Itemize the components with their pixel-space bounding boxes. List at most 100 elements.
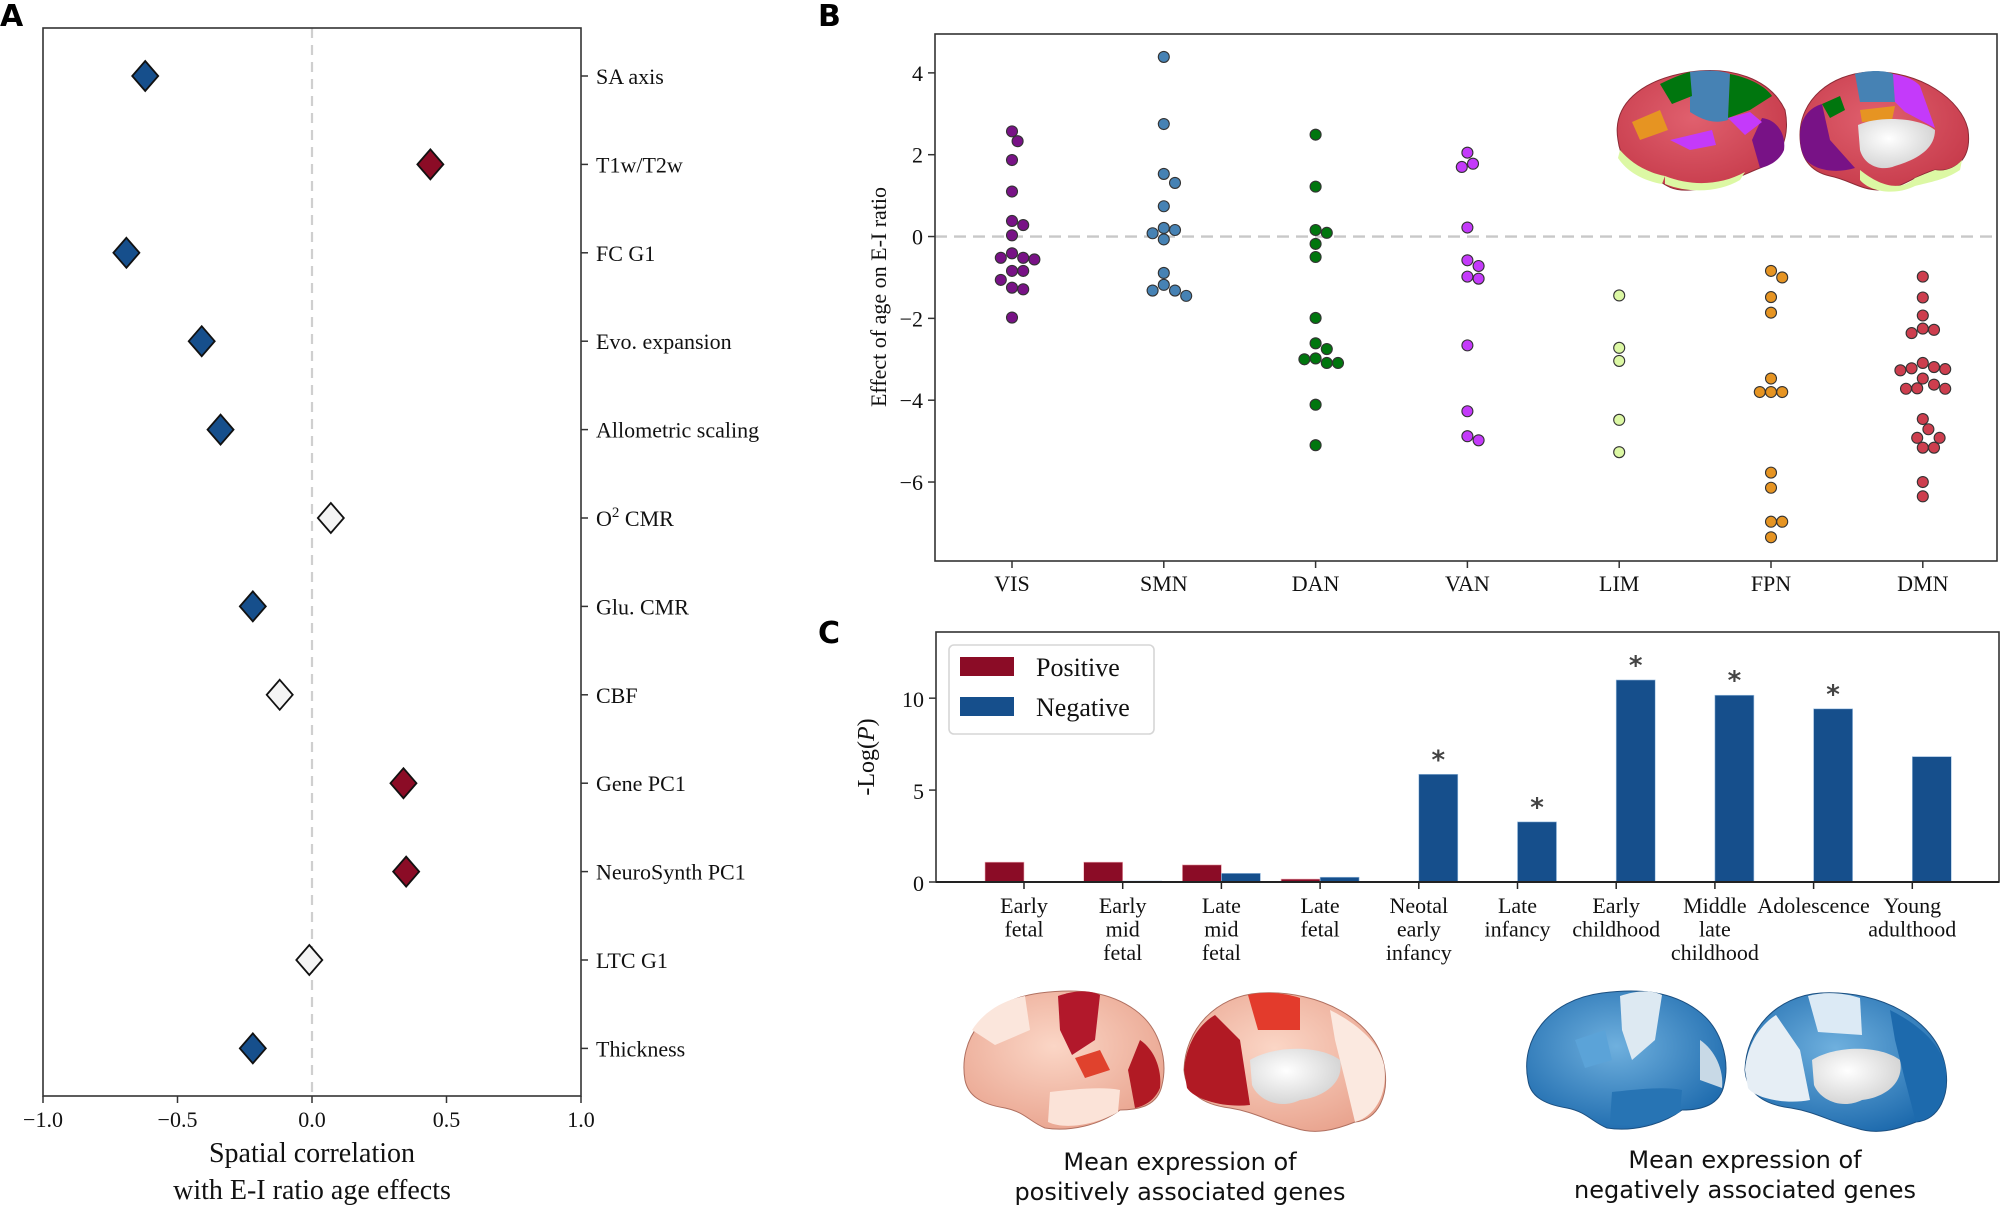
legend: Positive Negative: [948, 644, 1155, 735]
point-dmn: [1916, 270, 1929, 283]
y-tick-label-main: NeuroSynth PC1: [596, 860, 746, 885]
negative-medial-brain-view: [1744, 992, 1947, 1132]
x-tick-label: 0.5: [433, 1107, 461, 1132]
point-dmn: [1916, 322, 1929, 335]
y-tick-label-main: Thickness: [596, 1036, 685, 1061]
point-dmn: [1905, 327, 1918, 340]
point-fpn: [1776, 515, 1789, 528]
diamond-marker-glu-cmr: [238, 590, 268, 623]
point-fpn: [1764, 531, 1778, 544]
positive-lateral-brain-view: [963, 990, 1165, 1130]
point-smn: [1146, 227, 1159, 240]
significance-star: *: [1629, 651, 1643, 681]
point-dmn: [1927, 378, 1941, 391]
x-tick-label: 1.0: [567, 1107, 595, 1132]
y-tick-label: −4: [900, 388, 923, 413]
x-tick-label-line: Neotal: [1389, 893, 1448, 918]
point-van: [1461, 221, 1474, 234]
x-tick-label-line: mid: [1204, 917, 1238, 942]
point-vis: [1005, 153, 1019, 167]
point-smn: [1157, 221, 1170, 234]
medial-brain-view: [1799, 71, 1970, 192]
point-dan: [1320, 226, 1333, 239]
swarm-points: [994, 50, 1952, 544]
point-van: [1461, 405, 1474, 418]
y-tick-label-main: O: [596, 506, 612, 531]
y-axis-ticks: 4 2 0 −2 −4 −6: [900, 61, 935, 495]
network-brain-map-inset: [1616, 70, 1970, 192]
point-vis: [994, 273, 1007, 286]
panel-b-letter: B: [818, 0, 841, 34]
correlation-markers: [112, 59, 445, 1065]
x-tick-label-line: fetal: [1301, 917, 1340, 942]
y-tick-label-main: LTC G1: [596, 948, 668, 973]
point-dmn: [1927, 323, 1941, 336]
point-dmn: [1911, 431, 1924, 444]
point-smn: [1180, 289, 1193, 302]
point-smn: [1157, 266, 1170, 280]
x-tick-label-line: Middle: [1683, 893, 1747, 918]
x-tick-label: DMN: [1897, 571, 1948, 596]
point-vis: [1005, 214, 1019, 228]
bar-negative: [1912, 756, 1952, 883]
point-dan: [1309, 128, 1322, 141]
point-fpn: [1764, 372, 1778, 385]
point-vis: [1005, 311, 1019, 324]
caption-positive-line-2: positively associated genes: [1014, 1178, 1345, 1206]
point-dan: [1309, 223, 1322, 237]
significance-markers: * * * * *: [1431, 651, 1840, 823]
point-dmn: [1894, 364, 1907, 377]
legend-swatch-positive: [960, 657, 1014, 676]
point-van: [1461, 146, 1474, 159]
y-axis-label: -Log(P): [854, 718, 880, 795]
x-tick-label: FPN: [1751, 571, 1791, 596]
x-tick-label: Late mid fetal: [1202, 893, 1241, 965]
y-tick-label: NeuroSynth PC1: [596, 860, 746, 885]
x-tick-label-line: Early: [1099, 893, 1147, 918]
point-lim: [1613, 413, 1626, 426]
x-tick-label-line: Late: [1202, 893, 1241, 918]
y-tick-label-main: Gene PC1: [596, 771, 686, 796]
x-tick-label-line: Adolescence: [1757, 893, 1869, 918]
x-tick-label: DAN: [1292, 571, 1340, 596]
point-dan: [1309, 180, 1322, 193]
point-van: [1461, 270, 1474, 283]
x-tick-label-line: late: [1699, 917, 1731, 942]
point-dan: [1309, 237, 1322, 250]
point-dan: [1320, 343, 1333, 356]
point-vis: [994, 251, 1007, 264]
point-dmn: [1916, 412, 1929, 426]
bar-negative: [1221, 873, 1261, 883]
point-van: [1461, 254, 1474, 267]
y-tick-label: Glu. CMR: [596, 594, 689, 619]
diamond-marker-gene-pc1: [389, 766, 418, 800]
point-smn: [1157, 233, 1170, 246]
caption-negative-line-1: Mean expression of: [1628, 1146, 1862, 1174]
x-axis-ticks: VIS SMN DAN VAN LIM FPN DMN: [994, 561, 1949, 596]
point-fpn: [1776, 271, 1789, 284]
point-vis: [1005, 125, 1019, 138]
point-dmn: [1905, 362, 1918, 375]
point-vis: [1005, 247, 1019, 260]
bar-negative: [1615, 679, 1656, 883]
point-fpn: [1764, 515, 1778, 528]
bar-positive: [984, 861, 1025, 883]
legend-label-positive: Positive: [1036, 653, 1120, 682]
diamond-marker-cbf: [265, 678, 294, 712]
bar-positive: [1083, 861, 1123, 883]
x-tick-label-line: Early: [1592, 893, 1640, 918]
x-tick-label-line: infancy: [1386, 940, 1452, 965]
plot-frame: [934, 33, 1998, 562]
point-smn: [1157, 200, 1170, 213]
point-smn: [1168, 284, 1182, 297]
y-tick-label: 5: [913, 779, 924, 804]
point-dmn: [1927, 441, 1941, 454]
point-dmn: [1933, 431, 1946, 444]
x-tick-label: Late infancy: [1485, 893, 1551, 942]
y-tick-label: FC G1: [596, 241, 655, 266]
x-tick-label: Young adulthood: [1868, 893, 1956, 942]
negative-lateral-brain-view: [1526, 990, 1727, 1130]
point-van: [1455, 160, 1468, 174]
